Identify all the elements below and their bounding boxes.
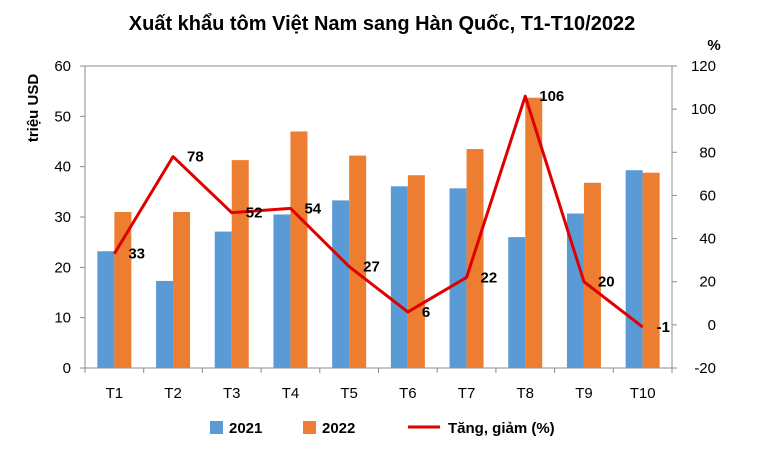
plot-area: 0 10 20 30 40 50 60 -20 0 20 40 60 80 100 120 T1 T2 T3 T4 T… [54, 58, 716, 402]
bar-2021-T10 [625, 170, 643, 368]
legend-swatch-2021 [210, 421, 223, 434]
line-data-label: 22 [481, 269, 498, 286]
x-tick-label: T6 [399, 385, 417, 402]
x-tick-label: T5 [340, 385, 358, 402]
bar-2022-T5 [349, 155, 367, 368]
line-data-label: 20 [598, 274, 615, 291]
y-tick-label: 10 [54, 310, 71, 327]
bar-2021-T1 [97, 251, 115, 368]
y-axis-title: triệu USD [25, 74, 42, 143]
y-tick-label: 20 [54, 259, 71, 276]
y-tick-label: 30 [54, 209, 71, 226]
bar-2021-T2 [156, 280, 174, 368]
bar-2021-T8 [508, 237, 526, 368]
x-tick-label: T10 [630, 385, 656, 402]
bar-2022-T7 [466, 149, 484, 368]
bar-2021-T6 [390, 186, 408, 368]
legend-label: 2021 [229, 420, 262, 437]
bar-2022-T1 [114, 211, 132, 368]
bar-2022-T9 [583, 182, 601, 368]
line-data-label: 54 [304, 200, 321, 217]
legend: 2021 2022 Tăng, giảm (%) [210, 420, 555, 437]
legend-label: 2022 [322, 420, 355, 437]
y2-tick-label: 100 [691, 101, 716, 118]
legend-swatch-2022 [303, 421, 316, 434]
bar-2022-T8 [525, 97, 543, 369]
bar-2021-T3 [214, 231, 232, 368]
bar-2021-T4 [273, 214, 291, 368]
y2-tick-label: 80 [699, 144, 716, 161]
x-tick-label: T1 [106, 385, 124, 402]
y2-axis-title: % [707, 37, 720, 54]
y-tick-label: 0 [63, 360, 71, 377]
line-data-label: 27 [363, 259, 380, 276]
x-tick-label: T4 [282, 385, 300, 402]
line-data-label: 106 [539, 88, 564, 105]
bar-2021-T9 [566, 213, 584, 368]
y2-tick-label: 0 [708, 317, 716, 334]
y-tick-label: 40 [54, 159, 71, 176]
y-tick-label: 50 [54, 108, 71, 125]
y2-tick-label: 40 [699, 231, 716, 248]
y2-tick-label: 60 [699, 187, 716, 204]
line-data-label: -1 [657, 319, 670, 336]
bar-2022-T2 [173, 211, 191, 368]
bar-2021-T7 [449, 188, 467, 368]
line-data-label: 33 [128, 246, 145, 263]
line-data-label: 78 [187, 149, 204, 166]
line-series-change [113, 94, 644, 329]
x-tick-label: T8 [516, 385, 534, 402]
chart-title: Xuất khẩu tôm Việt Nam sang Hàn Quốc, T1… [129, 13, 635, 35]
bar-2022-T4 [290, 131, 308, 368]
bar-2022-T3 [231, 160, 249, 368]
y-tick-label: 60 [54, 58, 71, 75]
line-data-label: 52 [246, 205, 263, 222]
line-data-label: 6 [422, 304, 430, 321]
y2-tick-label: -20 [694, 360, 716, 377]
y2-tick-label: 120 [691, 58, 716, 75]
y2-tick-label: 20 [699, 274, 716, 291]
x-tick-label: T2 [164, 385, 182, 402]
bar-2022-T6 [407, 175, 425, 368]
legend-label: Tăng, giảm (%) [448, 420, 555, 437]
bar-2022-T10 [642, 172, 660, 368]
x-tick-label: T7 [458, 385, 476, 402]
x-tick-label: T3 [223, 385, 241, 402]
bar-2021-T5 [332, 200, 350, 368]
x-tick-label: T9 [575, 385, 593, 402]
